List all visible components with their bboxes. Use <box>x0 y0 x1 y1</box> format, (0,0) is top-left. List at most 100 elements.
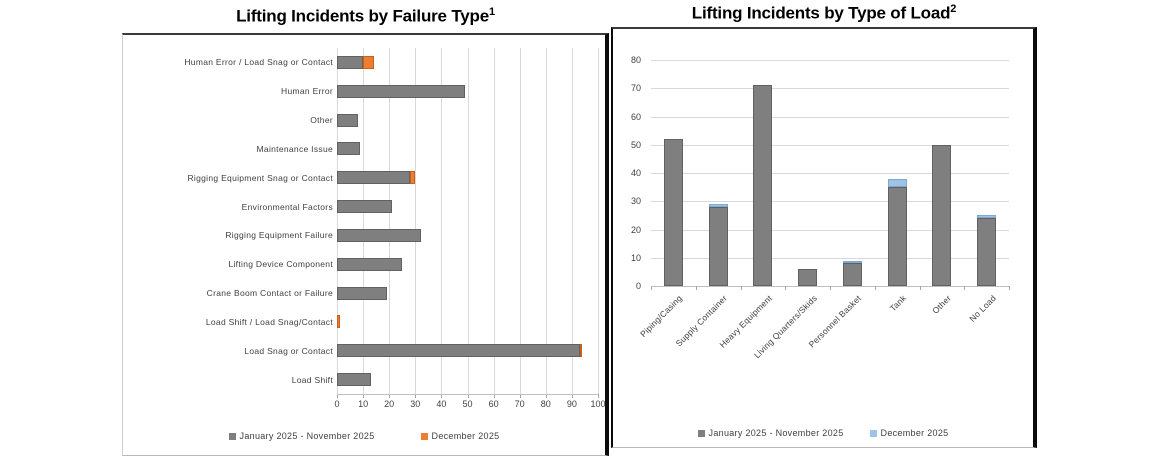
axis-tick-label: 30 <box>410 399 421 409</box>
failure-type-title-footnote: 1 <box>488 6 495 18</box>
legend-swatch-jan-nov <box>228 432 236 440</box>
type-of-load-title-text: Lifting Incidents by Type of Load <box>691 3 951 23</box>
bar-segment <box>337 315 340 329</box>
bar-segment <box>842 263 862 286</box>
category-label: Human Error <box>281 86 333 97</box>
bar-segment <box>663 139 683 286</box>
axis-tick-label: 50 <box>462 399 473 409</box>
axis-tick <box>830 286 831 290</box>
axis-tick <box>740 286 742 290</box>
category-label: Other <box>930 293 953 316</box>
axis-tick-label: 70 <box>514 399 525 409</box>
failure-type-title-text: Lifting Incidents by Failure Type <box>236 6 489 26</box>
bar-segment <box>708 204 728 207</box>
gridline <box>545 48 547 394</box>
category-label: No Load <box>966 293 998 324</box>
type-of-load-legend: January 2025 - November 2025 December 20… <box>613 428 1033 438</box>
failure-type-legend: January 2025 - November 2025 December 20… <box>123 431 605 441</box>
axis-tick <box>441 394 443 398</box>
failure-type-plot-area <box>337 48 599 398</box>
failure-type-chart-panel: Human Error / Load Snag or Contact Human … <box>122 33 609 456</box>
axis-tick-label: 100 <box>590 399 606 409</box>
gridline <box>337 48 338 394</box>
axis-tick-label: 30 <box>630 196 641 207</box>
bar-segment <box>337 142 361 156</box>
axis-tick-label: 20 <box>630 224 641 235</box>
bar-segment <box>887 178 907 188</box>
failure-type-value-axis: 0 10 20 30 40 50 60 70 80 90 100 <box>334 399 605 411</box>
type-of-load-chart-title: Lifting Incidents by Type of Load2 <box>611 3 1037 24</box>
category-label: Human Error / Load Snag or Contact <box>184 57 333 68</box>
type-of-load-plot-area <box>651 60 1010 290</box>
bar-segment <box>337 171 411 185</box>
axis-tick-label: 10 <box>630 252 641 263</box>
bar-segment <box>708 206 728 286</box>
legend-label-december: December 2025 <box>880 428 949 438</box>
legend-swatch-december <box>420 432 428 440</box>
category-label: Environmental Factors <box>241 201 333 212</box>
axis-tick-label: 10 <box>358 399 369 409</box>
bar-segment <box>337 113 358 127</box>
category-label: Supply Container <box>673 293 730 349</box>
gridline <box>651 229 1009 231</box>
category-label: Living Quarters/Skids <box>751 293 819 361</box>
failure-type-category-axis: Human Error / Load Snag or Contact Human … <box>127 48 333 394</box>
legend-label-december: December 2025 <box>431 431 500 441</box>
gridline <box>441 48 443 394</box>
failure-type-chart-title: Lifting Incidents by Failure Type1 <box>122 6 609 27</box>
axis-tick-label: 80 <box>540 399 551 409</box>
bar-segment <box>887 187 907 286</box>
axis-tick <box>651 286 652 290</box>
bar-segment <box>337 373 371 387</box>
gridline <box>571 48 573 394</box>
category-label: Load Snag or Contact <box>244 345 333 356</box>
category-label: Rigging Equipment Failure <box>225 230 333 241</box>
category-label: Lifting Device Component <box>228 259 333 270</box>
bar-segment <box>337 344 580 358</box>
axis-tick <box>519 394 521 398</box>
bar-segment <box>977 218 997 286</box>
axis-tick <box>545 394 547 398</box>
legend-item-december: December 2025 <box>420 431 500 441</box>
gridline <box>651 144 1009 146</box>
axis-tick-label: 60 <box>630 111 641 122</box>
legend-swatch-december <box>869 429 877 437</box>
legend-item-jan-nov: January 2025 - November 2025 <box>228 431 375 441</box>
bar-segment <box>337 55 364 69</box>
category-label: Crane Boom Contact or Failure <box>206 288 333 299</box>
axis-tick-label: 40 <box>436 399 447 409</box>
legend-item-december: December 2025 <box>869 428 949 438</box>
axis-tick-label: 20 <box>384 399 395 409</box>
axis-tick <box>964 286 966 290</box>
bar-segment <box>337 257 403 271</box>
type-of-load-title-footnote: 2 <box>950 3 957 15</box>
legend-swatch-jan-nov <box>697 429 705 437</box>
gridline <box>651 201 1009 203</box>
bar-segment <box>798 269 818 286</box>
gridline <box>415 48 417 394</box>
axis-tick-label: 80 <box>630 55 641 65</box>
bar-segment <box>363 55 374 69</box>
axis-tick <box>785 286 787 290</box>
gridline <box>363 48 365 394</box>
category-label: Load Shift <box>291 374 333 385</box>
axis-tick <box>695 286 697 290</box>
gridline <box>651 60 1009 61</box>
category-label: Tank <box>887 293 909 314</box>
gridline <box>389 48 391 394</box>
gridline <box>651 88 1009 90</box>
gridline <box>598 48 599 394</box>
category-label: Load Shift / Load Snag/Contact <box>205 316 333 327</box>
bar-segment <box>842 260 862 264</box>
bar-segment <box>337 200 392 214</box>
type-of-load-chart-panel: 0 10 20 30 40 50 60 70 80 Piping/Casing Supply Co… <box>611 27 1037 448</box>
axis-tick <box>415 394 417 398</box>
gridline <box>651 173 1009 174</box>
bar-segment <box>579 344 583 358</box>
gridline <box>467 48 469 394</box>
category-label: Other <box>310 115 333 126</box>
gridline <box>651 116 1009 118</box>
type-of-load-value-axis: 0 10 20 30 40 50 60 70 80 <box>613 29 647 329</box>
bar-segment <box>977 215 997 219</box>
